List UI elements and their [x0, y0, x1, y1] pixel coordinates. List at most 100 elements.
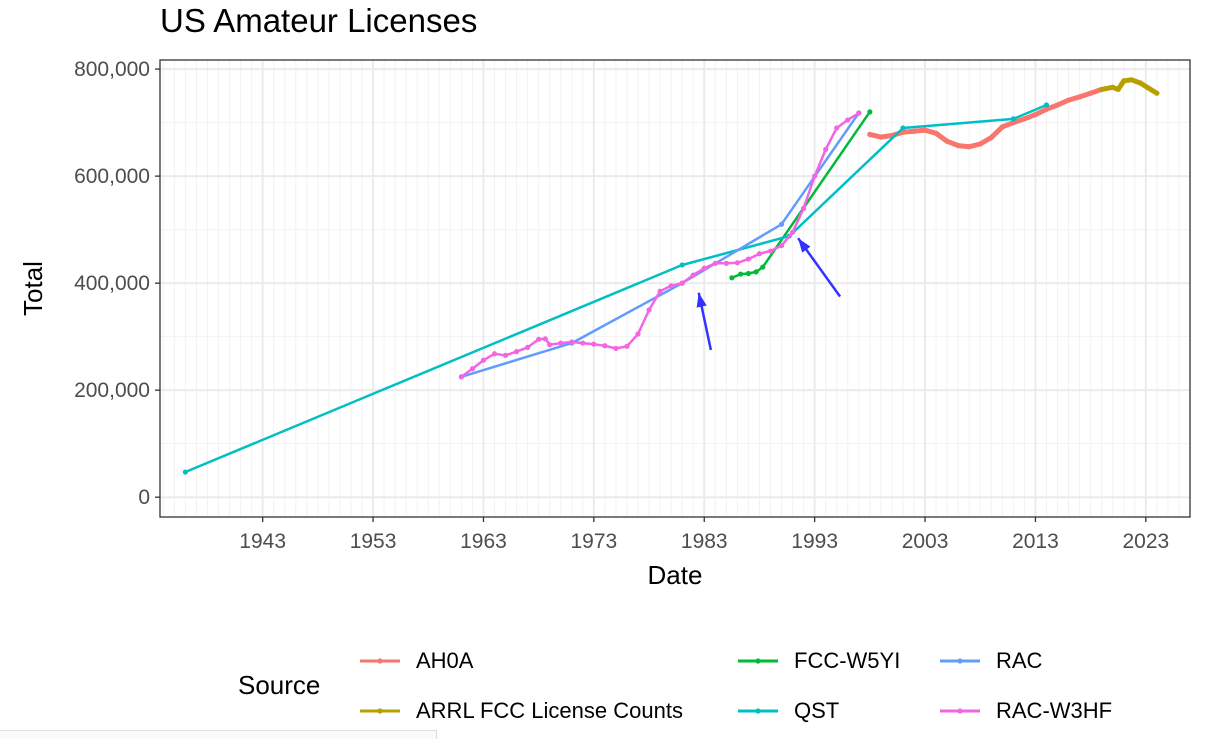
- data-point: [845, 117, 851, 123]
- data-point: [834, 125, 840, 131]
- legend-key-point: [377, 658, 383, 664]
- data-point: [778, 243, 785, 249]
- x-tick-label: 1993: [791, 530, 838, 553]
- data-point: [624, 343, 630, 349]
- data-point: [182, 469, 188, 475]
- x-tick-label: 2003: [902, 530, 949, 553]
- data-point: [1115, 86, 1121, 93]
- annotation-arrow-head: [696, 292, 707, 308]
- annotation-arrow-head: [798, 238, 811, 253]
- data-point: [823, 146, 829, 152]
- data-point: [679, 262, 685, 268]
- data-point: [729, 275, 735, 281]
- legend-label: ARRL FCC License Counts: [416, 698, 683, 723]
- data-point: [738, 271, 744, 277]
- x-tick-label: 2023: [1122, 530, 1169, 553]
- data-point: [536, 336, 542, 342]
- series-line-qst: [184, 103, 1048, 474]
- data-point: [1077, 94, 1083, 100]
- data-point: [812, 173, 818, 179]
- data-point: [569, 339, 575, 345]
- data-point: [513, 349, 520, 355]
- data-point: [778, 221, 785, 227]
- legend-key-point: [957, 708, 963, 714]
- bottom-panel-edge: [0, 730, 437, 739]
- data-point: [1010, 116, 1016, 122]
- data-point: [1145, 85, 1151, 91]
- data-point: [1043, 102, 1050, 108]
- data-point: [580, 340, 586, 346]
- data-point: [955, 143, 961, 149]
- data-point: [753, 269, 759, 275]
- data-point: [668, 283, 674, 289]
- data-point: [745, 270, 752, 277]
- data-point: [1010, 120, 1016, 126]
- y-tick-label: 0: [138, 486, 150, 509]
- series-line-ah0a: [867, 86, 1105, 150]
- legend-title: Source: [238, 670, 321, 700]
- data-point: [646, 307, 652, 313]
- data-point: [1121, 78, 1127, 84]
- data-point: [679, 280, 685, 286]
- data-point: [988, 134, 994, 141]
- data-point: [558, 340, 564, 346]
- data-point: [789, 229, 796, 235]
- data-point: [900, 125, 906, 131]
- data-point: [756, 251, 763, 257]
- x-tick-label: 1963: [460, 530, 507, 553]
- data-point: [701, 265, 707, 271]
- data-point: [480, 357, 487, 363]
- data-point: [734, 260, 740, 266]
- data-point: [1032, 111, 1039, 118]
- data-point: [1043, 106, 1050, 112]
- legend-key-point: [957, 658, 963, 664]
- data-point: [1128, 77, 1135, 83]
- data-point: [867, 131, 873, 137]
- data-point: [723, 260, 729, 266]
- y-tick-label: 200,000: [74, 379, 150, 402]
- legend-label: FCC-W5YI: [794, 648, 901, 673]
- data-point: [1110, 84, 1116, 90]
- data-point: [502, 352, 509, 358]
- data-point: [867, 109, 873, 115]
- data-point: [966, 144, 972, 150]
- data-point: [1099, 86, 1105, 93]
- x-tick-label: 1983: [681, 530, 728, 553]
- data-point: [591, 341, 597, 347]
- data-point: [801, 205, 807, 211]
- data-point: [977, 141, 983, 147]
- data-point: [1021, 116, 1028, 122]
- legend-label: RAC-W3HF: [996, 698, 1113, 723]
- y-axis-label: Total: [18, 261, 48, 316]
- data-point: [878, 134, 884, 140]
- legend-key-point: [377, 708, 383, 714]
- data-point: [712, 260, 718, 266]
- x-tick-label: 1943: [239, 530, 286, 553]
- data-point: [458, 374, 464, 380]
- legend-label: AH0A: [416, 648, 474, 673]
- data-point: [1154, 90, 1160, 96]
- data-point: [922, 127, 928, 133]
- x-tick-label: 2013: [1012, 530, 1059, 553]
- data-point: [999, 124, 1005, 130]
- x-axis-label: Date: [648, 560, 703, 590]
- plot-panel: [160, 60, 1190, 517]
- data-point: [635, 331, 641, 337]
- data-point: [469, 366, 476, 372]
- data-point: [602, 343, 608, 349]
- x-tick-label: 1953: [350, 530, 397, 553]
- y-tick-label: 400,000: [74, 272, 150, 295]
- data-point: [525, 344, 531, 350]
- data-point: [542, 336, 548, 342]
- y-tick-label: 600,000: [74, 165, 150, 188]
- legend-label: QST: [794, 698, 840, 723]
- chart-title: US Amateur Licenses: [160, 2, 478, 39]
- data-point: [491, 351, 498, 357]
- data-point: [767, 248, 774, 254]
- data-point: [657, 288, 663, 294]
- data-point: [944, 138, 950, 144]
- legend-key-point: [755, 708, 761, 714]
- data-point: [1054, 102, 1061, 108]
- legend-label: RAC: [996, 648, 1043, 673]
